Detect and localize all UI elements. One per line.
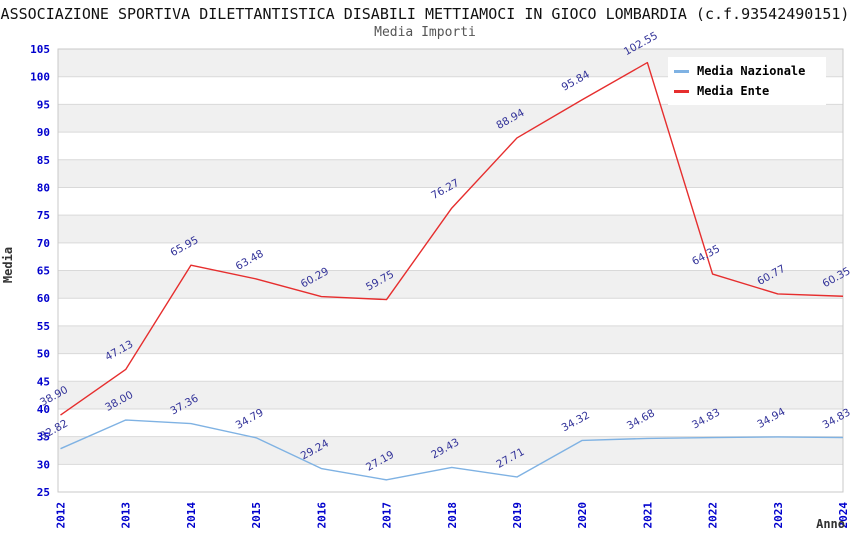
y-tick-label: 35 (37, 431, 50, 444)
x-tick-label: 2014 (185, 502, 198, 529)
legend-item-media-nazionale: Media Nazionale (674, 61, 826, 81)
grid-band (58, 298, 843, 326)
plot-border (57, 48, 844, 493)
x-tick-label: 2013 (120, 502, 133, 529)
legend-item-media-ente: Media Ente (674, 81, 826, 101)
y-tick-label: 90 (37, 126, 50, 139)
y-tick-label: 30 (37, 458, 50, 471)
legend-label: Media Ente (697, 84, 770, 98)
x-axis-title: Anno (816, 517, 845, 531)
y-tick-label: 50 (37, 348, 50, 361)
y-tick-label: 95 (37, 98, 50, 111)
grid-band (58, 353, 843, 382)
grid-band (58, 381, 843, 409)
x-tick-label: 2018 (446, 502, 459, 529)
grid-band (58, 436, 843, 465)
x-tick-label: 2021 (641, 502, 654, 529)
x-tick-label: 2019 (511, 502, 524, 529)
series-line-media-nazionale (60, 419, 844, 481)
grid-band (58, 242, 843, 271)
x-tick-label: 2016 (315, 502, 328, 529)
grid-band (58, 270, 843, 299)
y-tick-label: 100 (30, 71, 50, 84)
chart-title: ASSOCIAZIONE SPORTIVA DILETTANTISTICA DI… (0, 5, 850, 23)
x-tick-label: 2017 (381, 502, 394, 529)
x-tick-label: 2012 (55, 502, 68, 529)
y-tick-label: 105 (30, 43, 50, 56)
grid-band (58, 159, 843, 188)
y-tick-label: 40 (37, 403, 50, 416)
y-axis-title: Media (1, 246, 15, 284)
x-tick-label: 2023 (772, 502, 785, 529)
series-line-media-ente (60, 61, 844, 416)
grid-band (58, 132, 843, 160)
y-tick-label: 65 (37, 265, 50, 278)
y-tick-label: 70 (37, 237, 50, 250)
y-tick-label: 85 (37, 154, 50, 167)
legend: Media Nazionale Media Ente (668, 57, 826, 105)
legend-label: Media Nazionale (697, 64, 806, 78)
x-tick-label: 2024 (837, 502, 850, 529)
y-tick-label: 60 (37, 292, 50, 305)
x-tick-label: 2020 (576, 502, 589, 529)
legend-line-swatch-blue (674, 69, 689, 73)
x-tick-label: 2015 (250, 502, 263, 529)
y-tick-label: 25 (37, 486, 50, 499)
grid-band (58, 104, 843, 133)
x-tick-label: 2022 (707, 502, 720, 529)
chart-subtitle: Media Importi (374, 25, 476, 40)
grid-band (58, 464, 843, 492)
grid-band (58, 215, 843, 243)
grid-band (58, 325, 843, 354)
y-tick-label: 75 (37, 209, 50, 222)
y-tick-label: 55 (37, 320, 50, 333)
legend-line-swatch-red (674, 89, 689, 93)
y-tick-label: 45 (37, 375, 50, 388)
y-tick-label: 80 (37, 181, 50, 194)
